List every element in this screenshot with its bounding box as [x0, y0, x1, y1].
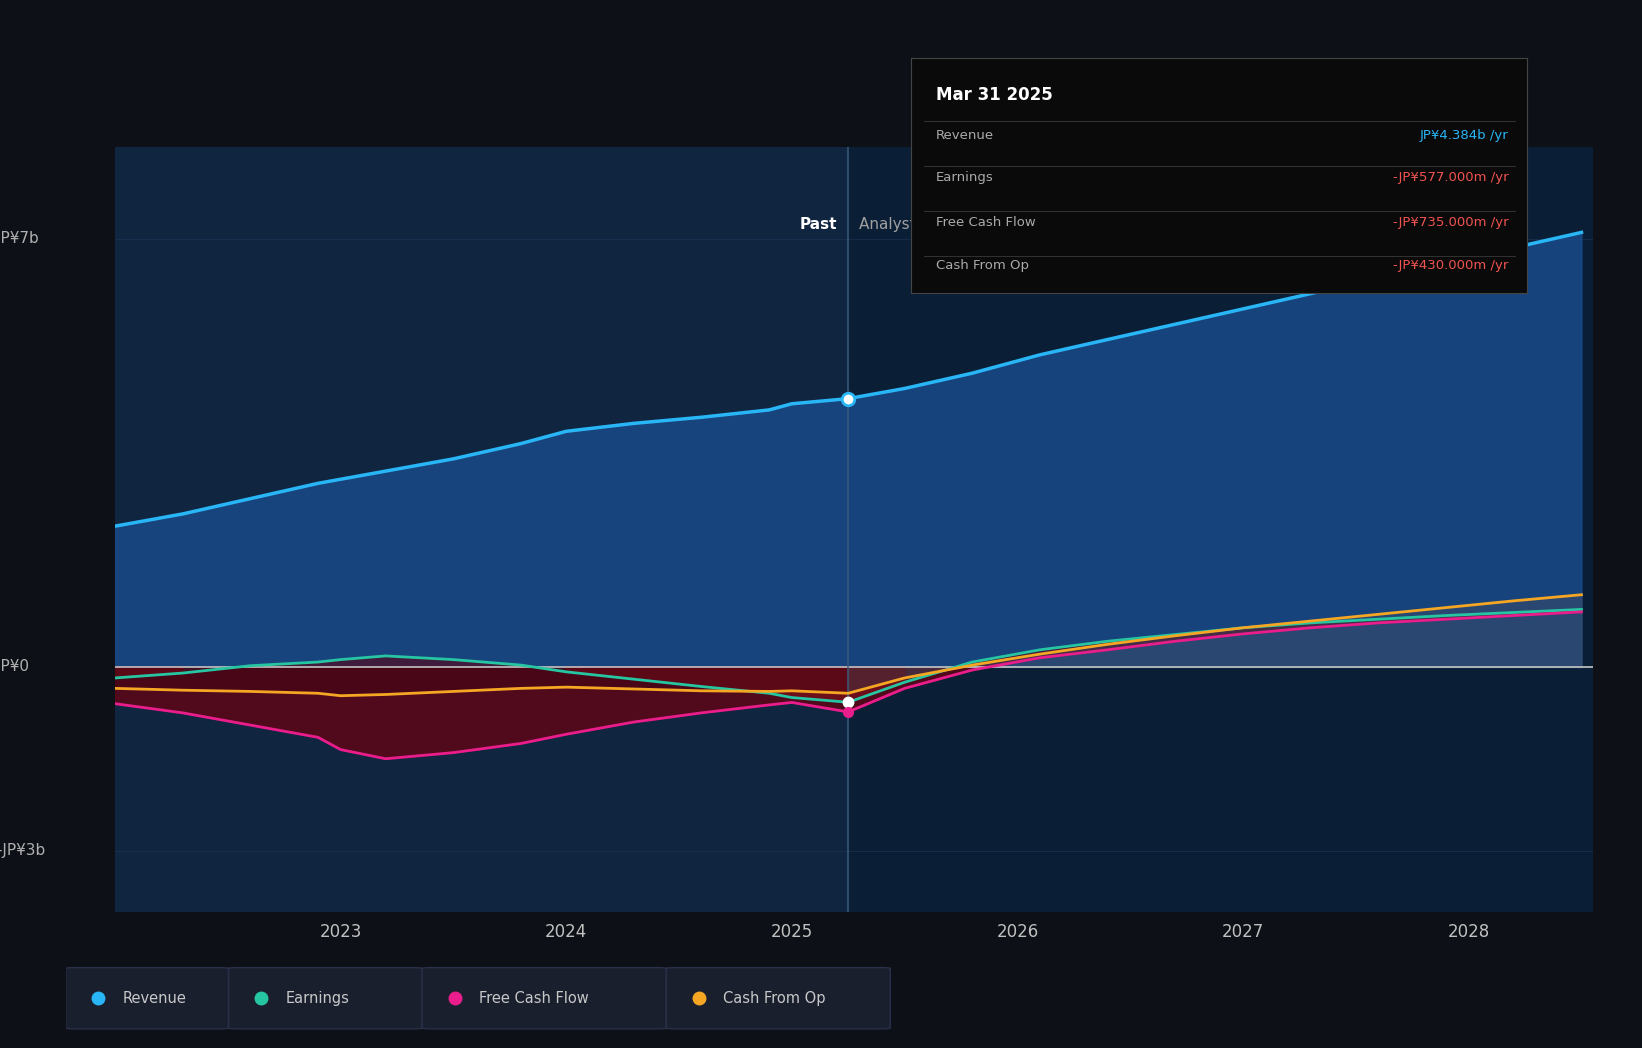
Text: Analysts Forecasts: Analysts Forecasts: [859, 217, 1002, 233]
Text: -JP¥577.000m /yr: -JP¥577.000m /yr: [1392, 172, 1509, 184]
Text: Cash From Op: Cash From Op: [936, 259, 1030, 271]
FancyBboxPatch shape: [667, 967, 890, 1029]
Text: JP¥0: JP¥0: [0, 659, 30, 675]
Text: Earnings: Earnings: [936, 172, 993, 184]
Text: JP¥4.384b /yr: JP¥4.384b /yr: [1420, 129, 1509, 141]
Text: -JP¥430.000m /yr: -JP¥430.000m /yr: [1392, 259, 1509, 271]
Text: Past: Past: [800, 217, 837, 233]
Text: Revenue: Revenue: [936, 129, 993, 141]
FancyBboxPatch shape: [66, 967, 228, 1029]
Text: Revenue: Revenue: [123, 990, 187, 1006]
FancyBboxPatch shape: [422, 967, 667, 1029]
Bar: [849, 147, 1593, 912]
Text: -JP¥735.000m /yr: -JP¥735.000m /yr: [1392, 216, 1509, 230]
Text: Earnings: Earnings: [286, 990, 350, 1006]
Text: Free Cash Flow: Free Cash Flow: [479, 990, 589, 1006]
Text: Free Cash Flow: Free Cash Flow: [936, 216, 1036, 230]
Text: Cash From Op: Cash From Op: [724, 990, 826, 1006]
Text: -JP¥3b: -JP¥3b: [0, 843, 46, 858]
Text: Mar 31 2025: Mar 31 2025: [936, 86, 1053, 104]
Bar: [115, 147, 849, 912]
FancyBboxPatch shape: [228, 967, 422, 1029]
Text: JP¥7b: JP¥7b: [0, 231, 39, 246]
